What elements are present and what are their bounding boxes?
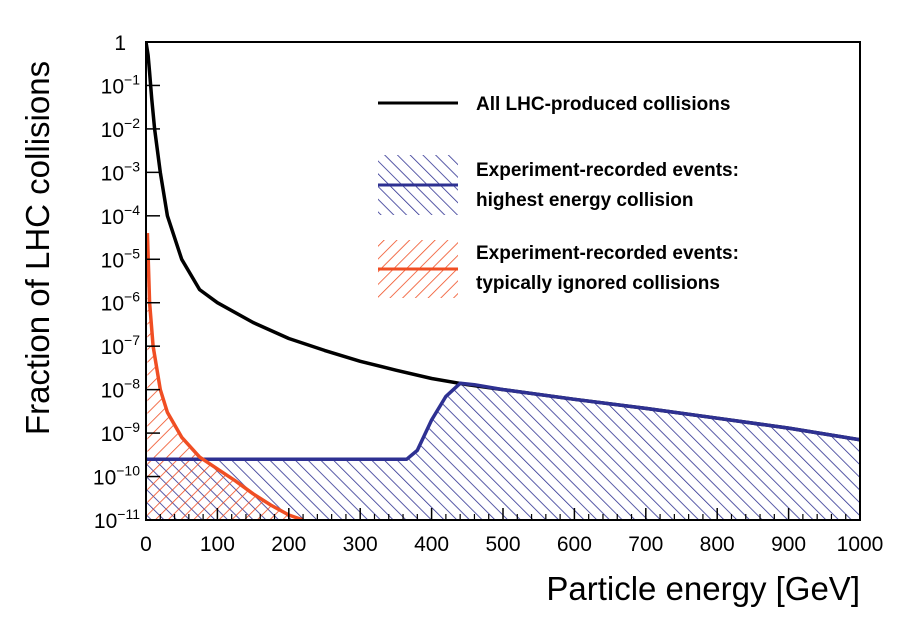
x-tick-label: 800: [700, 533, 735, 556]
x-tick-label: 0: [140, 533, 152, 556]
legend-label-highest-energy-line1: Experiment-recorded events:: [476, 160, 739, 181]
highest-energy-area-line: [146, 381, 860, 462]
legend-label-all-collisions: All LHC-produced collisions: [476, 94, 730, 115]
x-tick-label: 500: [485, 533, 520, 556]
x-tick-label: 100: [200, 533, 235, 556]
y-tick-label: 10−7: [101, 332, 141, 359]
y-tick-label: 10−6: [101, 289, 141, 316]
y-tick-label: 10−9: [101, 419, 141, 446]
y-tick-label: 10−3: [101, 158, 141, 185]
y-tick-label: 10−5: [101, 245, 141, 272]
legend: All LHC-produced collisions Experiment-r…: [378, 94, 739, 298]
y-tick-label: 10−10: [93, 463, 140, 490]
x-tick-label: 700: [628, 533, 663, 556]
x-axis-title: Particle energy [GeV]: [546, 570, 860, 607]
y-tick-label: 1: [114, 32, 126, 55]
legend-label-ignored-collisions-line2: typically ignored collisions: [476, 273, 720, 294]
ignored-collisions-area-fill: [147, 233, 304, 520]
y-tick-label: 10−8: [101, 376, 141, 403]
legend-label-ignored-collisions-line1: Experiment-recorded events:: [476, 243, 739, 264]
x-tick-label: 900: [771, 533, 806, 556]
y-tick-label: 10−1: [101, 71, 141, 98]
x-tick-label: 300: [343, 533, 378, 556]
x-tick-label: 600: [557, 533, 592, 556]
x-tick-label: 200: [271, 533, 306, 556]
highest-energy-area-fill: [146, 383, 860, 520]
y-tick-label: 10−11: [94, 506, 140, 533]
y-tick-label: 10−4: [101, 202, 141, 229]
y-axis-title: Fraction of LHC collisions: [19, 61, 56, 435]
y-tick-label: 10−2: [101, 115, 141, 142]
x-tick-label: 400: [414, 533, 449, 556]
x-tick-label: 1000: [837, 533, 884, 556]
legend-label-highest-energy-line2: highest energy collision: [476, 190, 694, 211]
